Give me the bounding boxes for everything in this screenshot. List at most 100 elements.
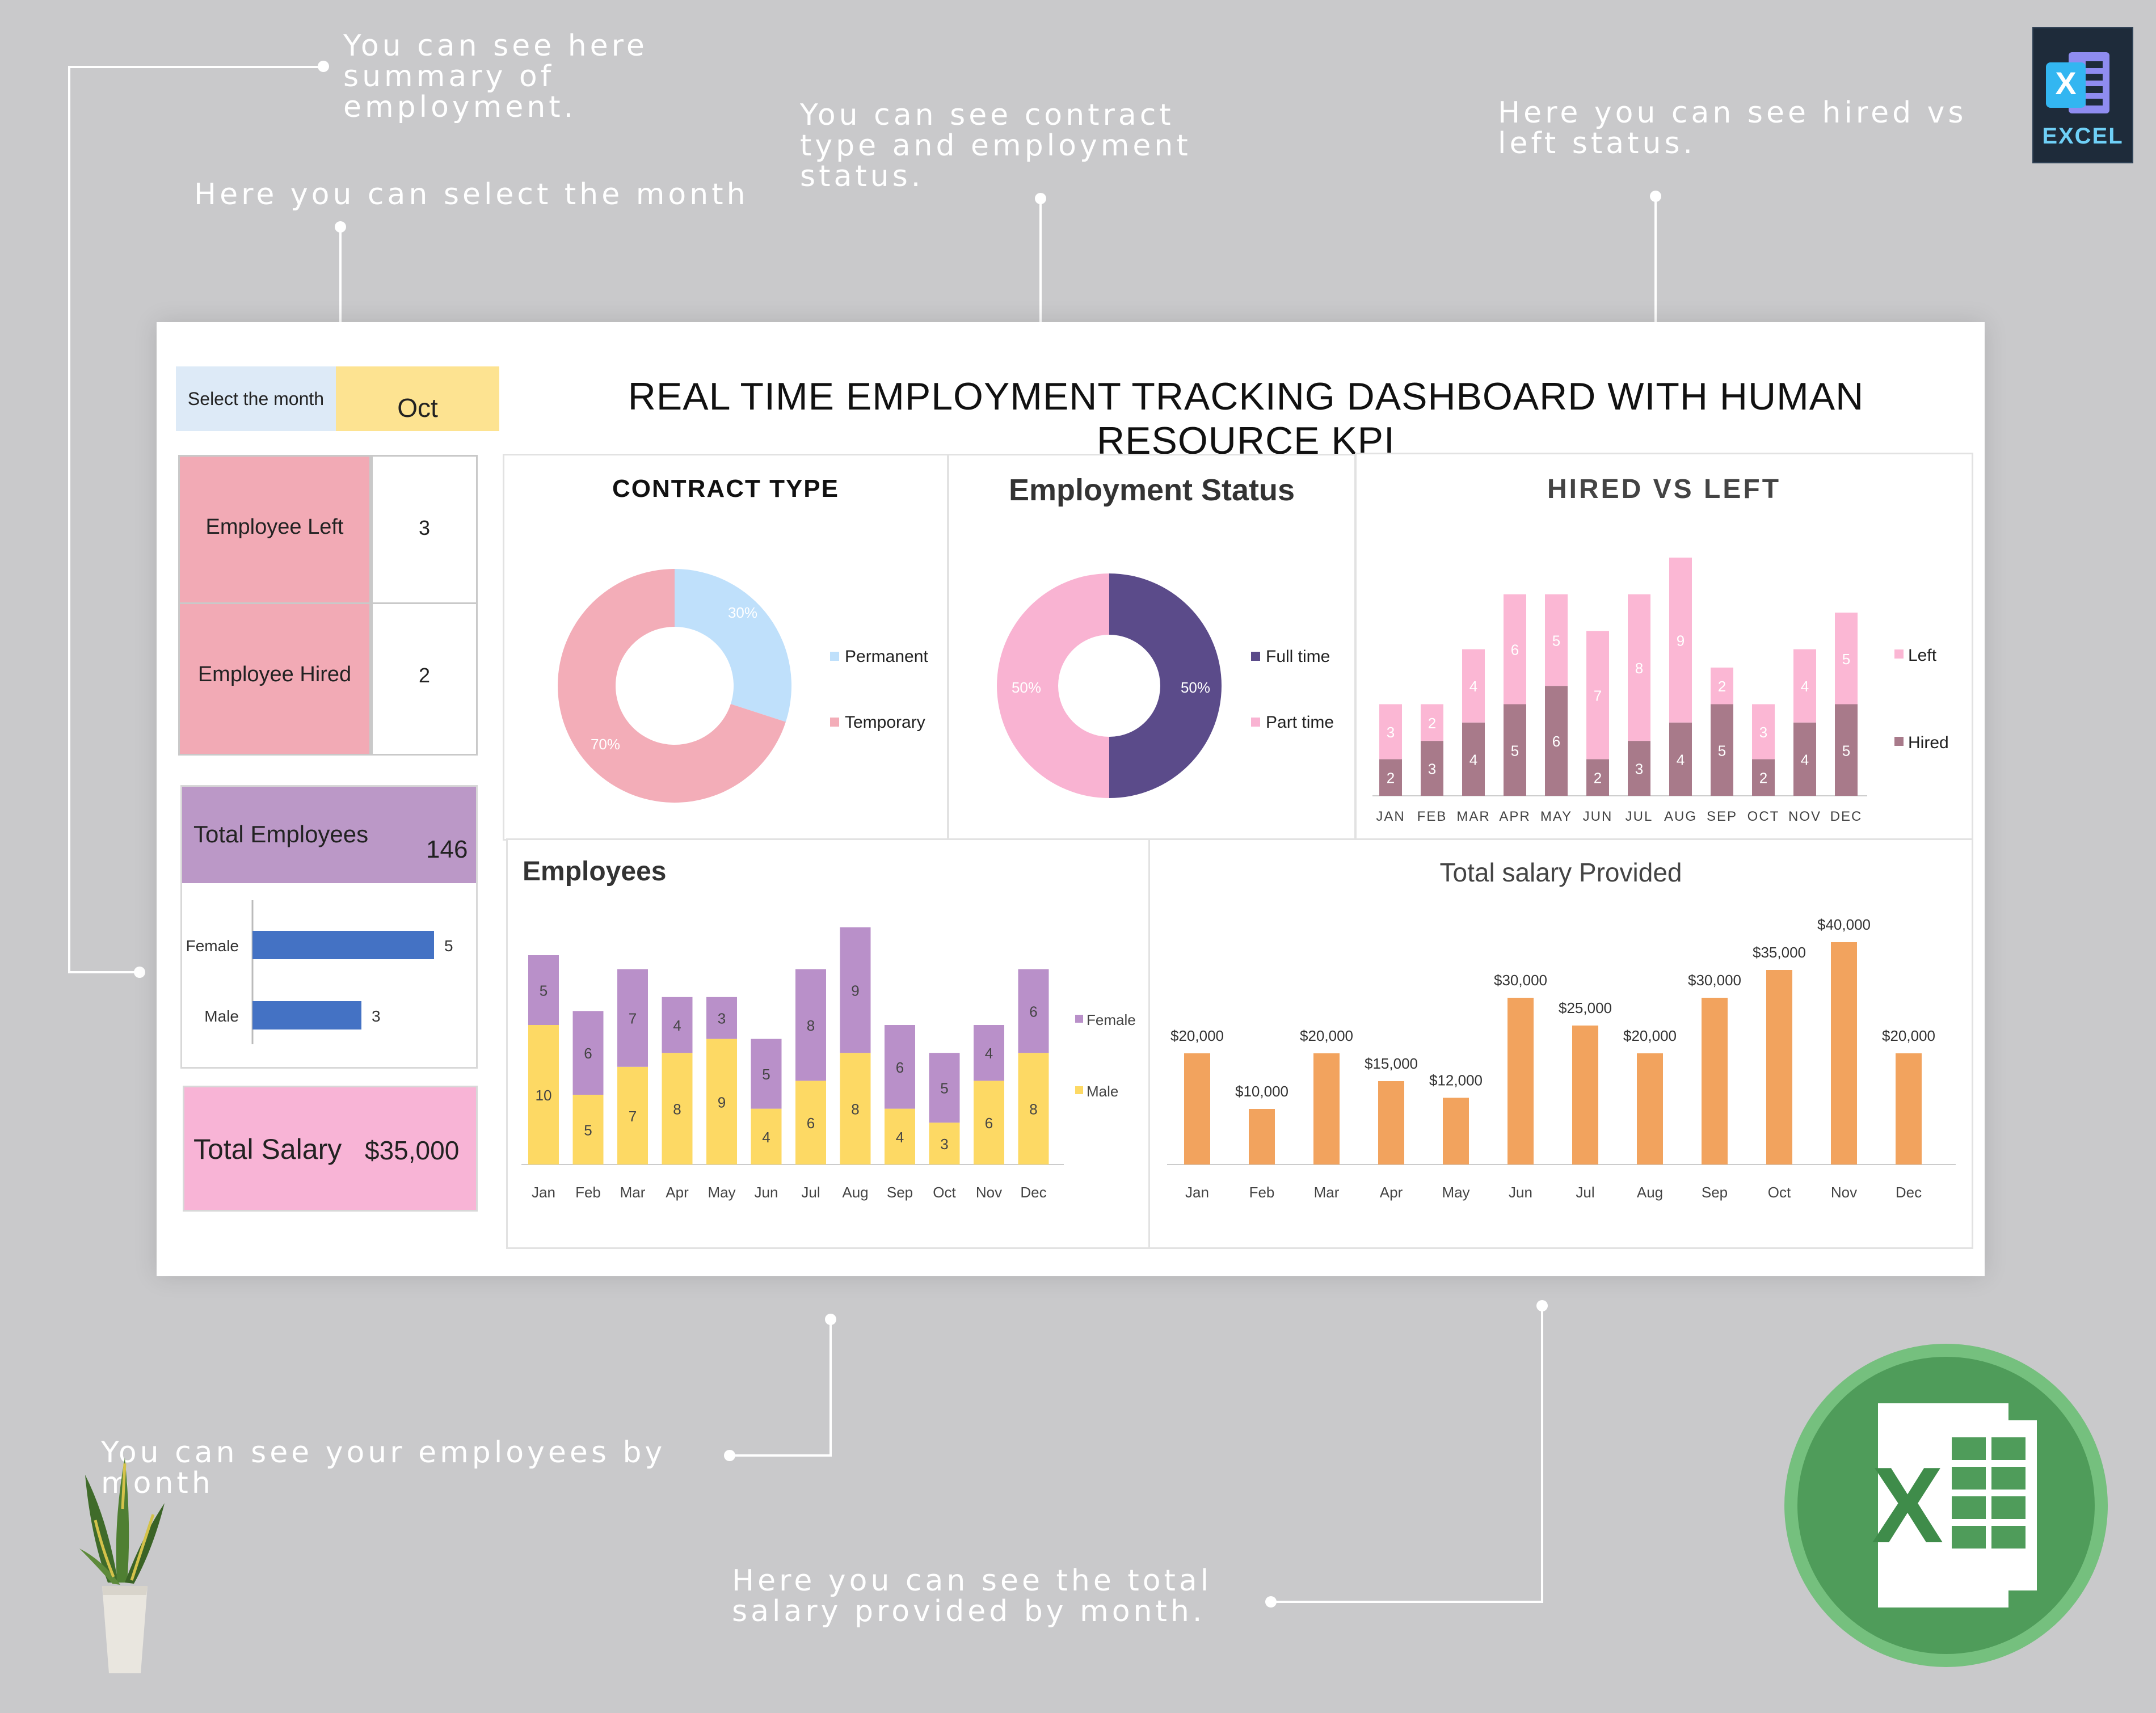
callout-hired-left: Here you can see hired vs left status. (1498, 96, 1967, 161)
month-selector[interactable]: Oct (336, 366, 499, 431)
emp-bar-female (1018, 969, 1049, 1053)
hl-left-value: 2 (1718, 678, 1726, 695)
salary-value-label: $25,000 (1559, 999, 1612, 1016)
gender-value-label: 5 (444, 937, 453, 955)
hl-left-value: 7 (1594, 687, 1602, 704)
emp-male-value: 6 (807, 1115, 815, 1132)
emp-male-value: 7 (629, 1108, 637, 1125)
status-slice-label: 50% (1012, 679, 1041, 696)
gender-category-label: Female (186, 937, 239, 955)
emp-legend-label: Male (1087, 1083, 1118, 1100)
emp-category-label: Aug (842, 1184, 868, 1201)
hl-bar-hired (1752, 759, 1775, 796)
emp-bar-male (617, 1066, 648, 1164)
hl-legend-swatch (1894, 649, 1904, 659)
emp-legend-swatch (1075, 1086, 1083, 1094)
status-legend-swatch (1251, 718, 1260, 727)
emp-bar-female (929, 1053, 960, 1123)
salary-category-label: Feb (1249, 1184, 1275, 1201)
gender-value-label: 3 (372, 1007, 381, 1025)
emp-male-value: 8 (1029, 1101, 1037, 1118)
employment-status-panel: Employment Status 50% Full time 50% Part ti… (948, 454, 1356, 841)
emp-female-value: 6 (584, 1045, 592, 1062)
contract-slice-permanent (675, 569, 791, 722)
emp-bar-female (974, 1025, 1004, 1081)
hl-bar-hired (1669, 722, 1692, 796)
salary-bar (1702, 998, 1728, 1164)
employee-hired-value: 2 (418, 664, 431, 687)
emp-bar-female (706, 997, 737, 1039)
hl-category-label: JUN (1583, 809, 1613, 824)
salary-value-label: $20,000 (1300, 1027, 1353, 1044)
total-employees-card: Total Employees 146 Female 5 Male 3 (180, 785, 478, 1069)
emp-female-value: 3 (718, 1010, 726, 1027)
salary-value-label: $20,000 (1882, 1027, 1935, 1044)
employees-panel: Employees 10 5 Jan 5 6 Feb 7 7 Mar 8 4 Apr 9 3 May 4 5 Ju… (506, 838, 1151, 1249)
hired-vs-left-chart: 2 3 JAN 3 2 FEB 4 4 MAR 5 6 APR 6 5 MAY 2 7 JUN 3 8 JUL 4 9 AUG… (1372, 558, 1949, 824)
select-month-label: Select the month (176, 366, 336, 431)
hl-hired-value: 2 (1594, 770, 1602, 787)
hl-category-label: DEC (1830, 809, 1863, 824)
employee-left-value: 3 (418, 516, 431, 539)
salary-chart: $20,000 Jan $10,000 Feb $20,000 Mar $15,000 Apr… (1167, 916, 1956, 1201)
salary-value-label: $12,000 (1429, 1071, 1483, 1088)
emp-female-value: 5 (540, 982, 548, 999)
contract-type-title: CONTRACT TYPE (612, 475, 839, 503)
hl-bar-hired (1379, 759, 1402, 796)
emp-bar-female (617, 969, 648, 1067)
hl-left-value: 2 (1428, 715, 1436, 732)
salary-category-label: Sep (1702, 1184, 1728, 1201)
hl-bar-hired (1504, 704, 1526, 796)
status-slice-part-time (997, 573, 1109, 798)
hl-bar-hired (1421, 741, 1443, 796)
emp-bar-male (929, 1123, 960, 1164)
emp-category-label: Mar (620, 1184, 646, 1201)
salary-category-label: Jul (1576, 1184, 1594, 1201)
hl-bar-left (1752, 704, 1775, 760)
gender-bar-female (252, 931, 434, 959)
emp-female-value: 5 (940, 1080, 948, 1097)
salary-category-label: Aug (1637, 1184, 1663, 1201)
salary-value-label: $20,000 (1170, 1027, 1224, 1044)
emp-legend-label: Female (1087, 1011, 1136, 1028)
salary-category-label: Nov (1831, 1184, 1857, 1201)
emp-category-label: Jun (755, 1184, 778, 1201)
emp-bar-female (885, 1025, 915, 1109)
hl-bar-left (1421, 704, 1443, 741)
excel-logo-icon: X (1784, 1344, 2108, 1667)
hl-bar-left (1669, 558, 1692, 723)
salary-category-label: Jun (1509, 1184, 1532, 1201)
salary-category-label: Oct (1768, 1184, 1791, 1201)
gender-category-label: Male (204, 1007, 239, 1025)
emp-category-label: Dec (1020, 1184, 1046, 1201)
hl-left-value: 3 (1387, 724, 1395, 741)
hl-bar-left (1628, 594, 1650, 741)
employee-left-label: Employee Left (205, 515, 344, 539)
hl-category-label: AUG (1664, 809, 1697, 824)
salary-category-label: Jan (1185, 1184, 1209, 1201)
hl-hired-value: 5 (1718, 742, 1726, 759)
hired-vs-left-title: HIRED VS LEFT (1547, 474, 1782, 504)
employment-status-title: Employment Status (1008, 473, 1295, 507)
salary-bar (1443, 1098, 1469, 1164)
salary-category-label: Dec (1896, 1184, 1922, 1201)
hl-hired-value: 5 (1842, 742, 1850, 759)
total-employees-value: 146 (426, 836, 468, 863)
emp-bar-male (528, 1025, 559, 1164)
callout-employees-by-month: You can see your employees by month (101, 1436, 666, 1500)
contract-legend-swatch (830, 718, 839, 727)
salary-bar (1572, 1026, 1598, 1164)
hl-category-label: FEB (1417, 809, 1447, 824)
emp-bar-male (662, 1053, 693, 1164)
salary-bar (1184, 1053, 1210, 1164)
hl-left-value: 9 (1677, 632, 1685, 649)
hl-bar-left (1711, 667, 1733, 704)
hl-hired-value: 2 (1387, 770, 1395, 787)
hl-category-label: APR (1499, 809, 1530, 824)
hl-bar-left (1586, 631, 1609, 760)
hl-legend-label: Left (1908, 646, 1937, 665)
hl-bar-left (1835, 613, 1858, 704)
hl-hired-value: 4 (1801, 751, 1809, 768)
svg-text:X: X (1872, 1445, 1944, 1566)
hl-left-value: 6 (1511, 642, 1519, 659)
